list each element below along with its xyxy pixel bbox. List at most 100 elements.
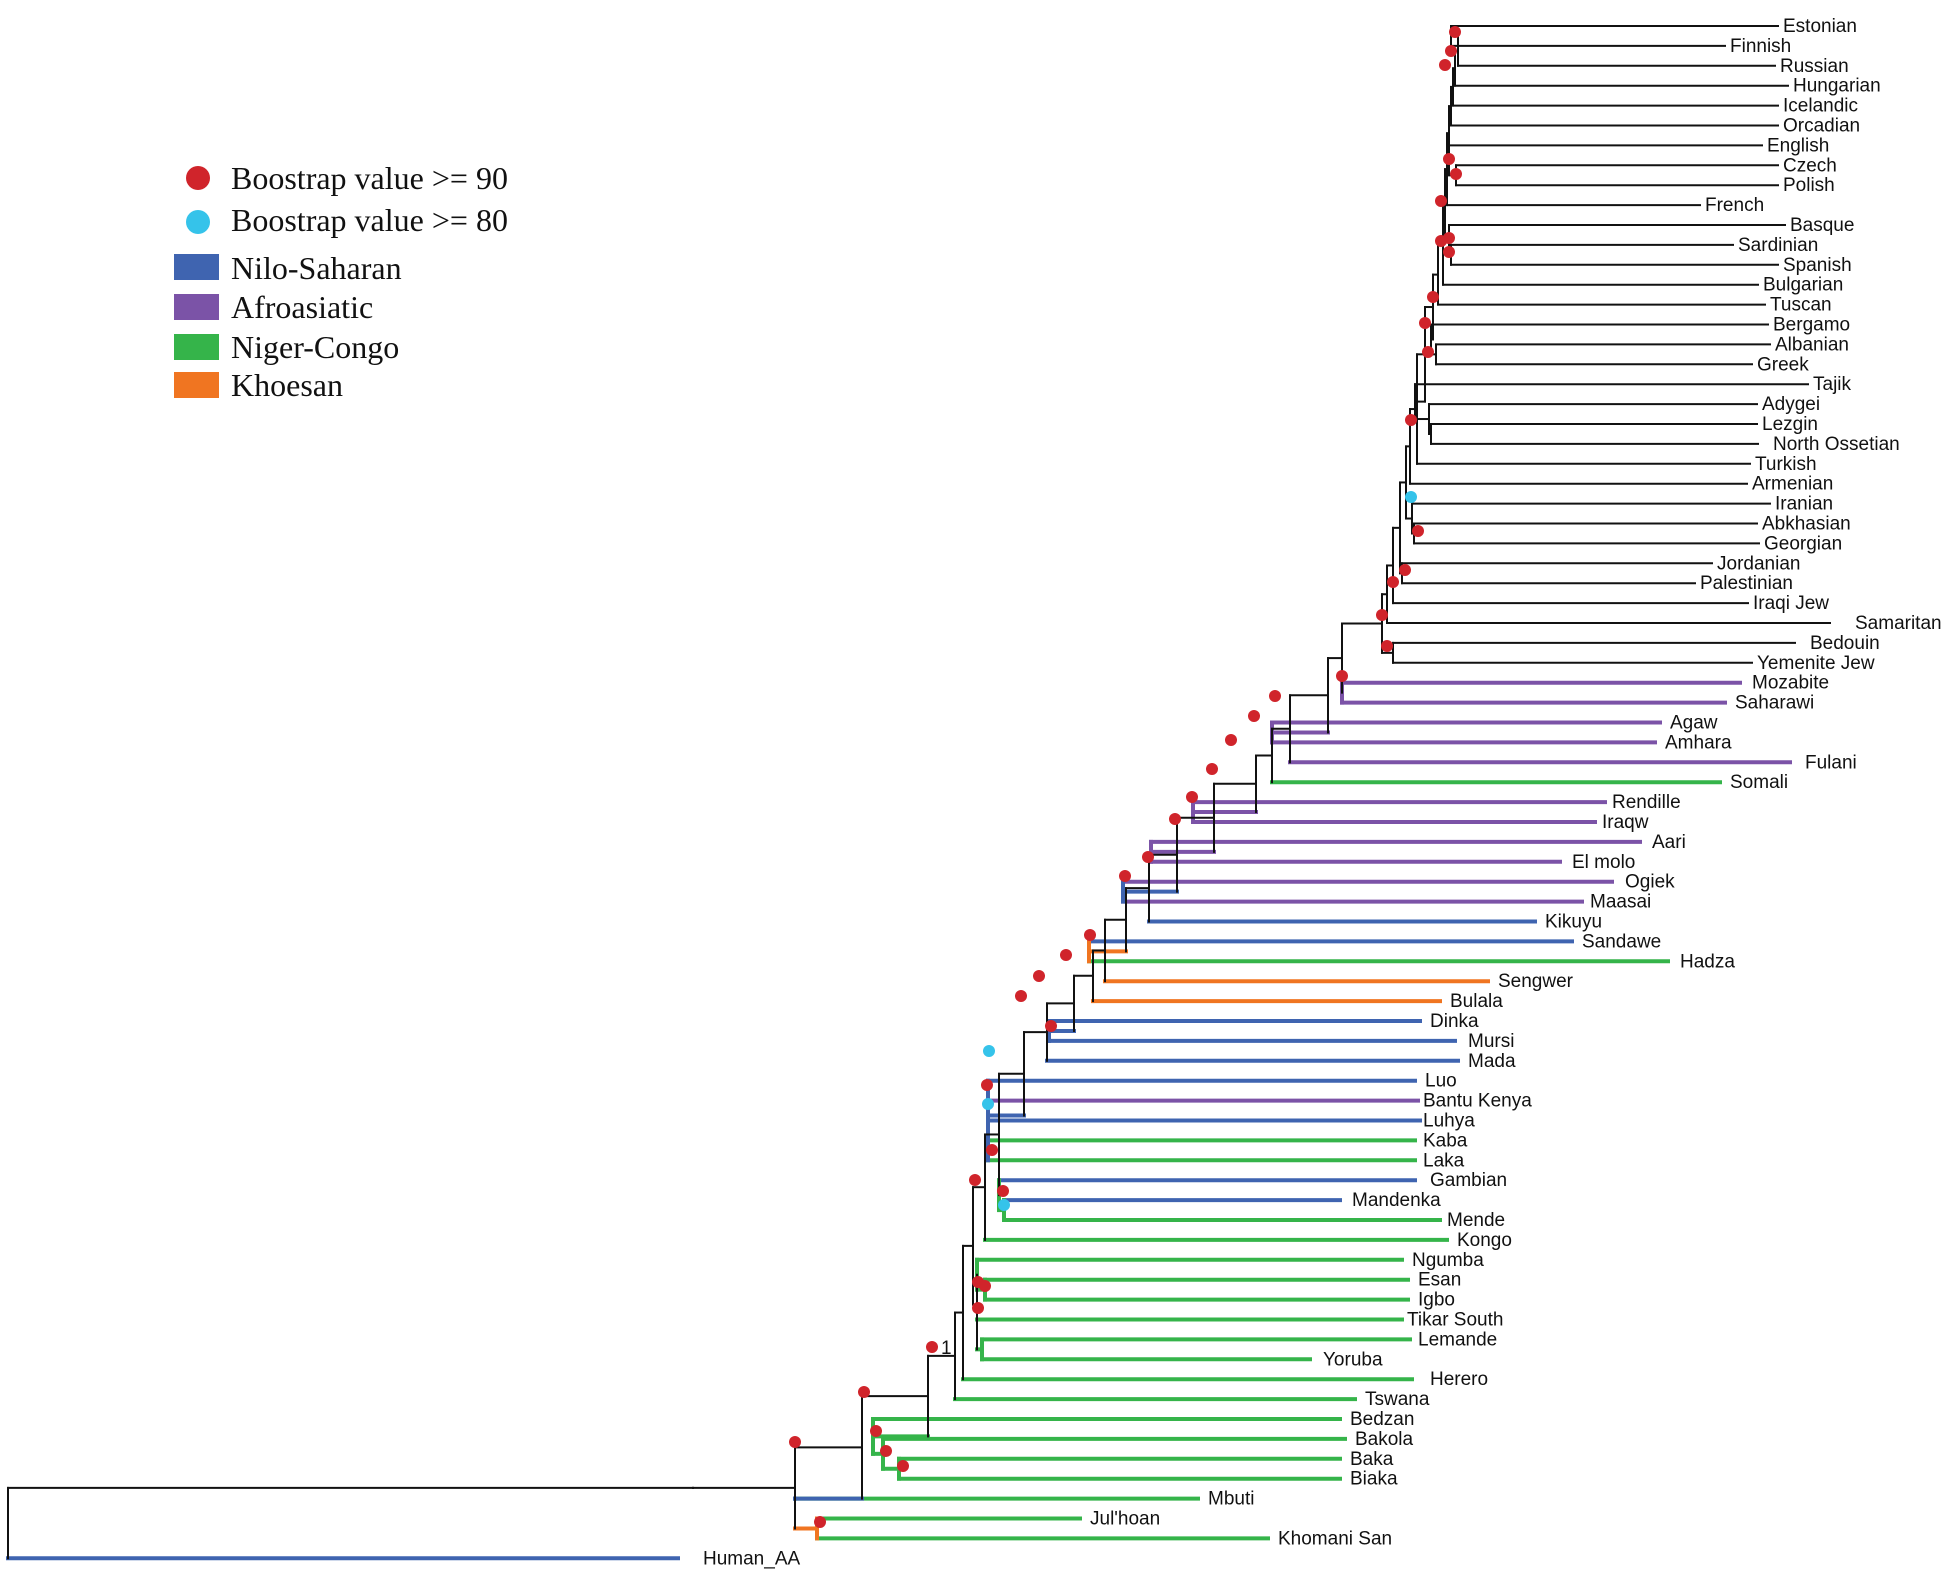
legend-label-khoesan: Khoesan bbox=[231, 367, 343, 403]
bootstrap-90-marker bbox=[1119, 870, 1131, 882]
tree-branches bbox=[6, 25, 1831, 1561]
bootstrap-90-marker bbox=[1439, 59, 1451, 71]
leaf-label: Mandenka bbox=[1352, 1190, 1441, 1211]
leaf-label: Tikar South bbox=[1407, 1310, 1503, 1331]
bootstrap-90-marker bbox=[997, 1185, 1009, 1197]
legend-label-bootstrap-90: Boostrap value >= 90 bbox=[231, 160, 508, 196]
bootstrap-90-marker bbox=[814, 1516, 826, 1528]
leaf-label: Estonian bbox=[1783, 16, 1857, 37]
leaf-label: Mada bbox=[1468, 1051, 1516, 1072]
leaf-label: Saharawi bbox=[1735, 693, 1814, 714]
leaf-label: Rendille bbox=[1612, 792, 1681, 813]
legend-swatch-khoesan bbox=[174, 372, 219, 398]
bootstrap-90-marker bbox=[870, 1425, 882, 1437]
leaf-label: Khomani San bbox=[1278, 1528, 1392, 1549]
leaf-label: Bakola bbox=[1355, 1429, 1414, 1450]
legend: Boostrap value >= 90 Boostrap value >= 8… bbox=[174, 160, 508, 403]
leaf-label: Luo bbox=[1425, 1071, 1457, 1092]
legend-swatch-bootstrap-90 bbox=[186, 166, 210, 190]
leaf-label: Lemande bbox=[1418, 1329, 1497, 1350]
bootstrap-90-marker bbox=[1443, 153, 1455, 165]
leaf-label: Iraqw bbox=[1602, 812, 1649, 833]
bootstrap-90-marker bbox=[1015, 990, 1027, 1002]
node-annotation: 1 bbox=[941, 1338, 952, 1359]
leaf-label: Laka bbox=[1423, 1150, 1465, 1171]
leaf-label: Sardinian bbox=[1738, 235, 1818, 256]
leaf-label: Lezgin bbox=[1762, 414, 1818, 435]
leaf-label: Kongo bbox=[1457, 1230, 1512, 1251]
leaf-label: Baka bbox=[1350, 1449, 1394, 1470]
leaf-label: Iraqi Jew bbox=[1753, 593, 1829, 614]
leaf-label: Ngumba bbox=[1412, 1250, 1484, 1271]
leaf-label: Biaka bbox=[1350, 1469, 1398, 1490]
bootstrap-90-marker bbox=[926, 1341, 938, 1353]
leaf-label: Albanian bbox=[1775, 334, 1849, 355]
leaf-label: Herero bbox=[1430, 1369, 1488, 1390]
bootstrap-90-marker bbox=[1336, 670, 1348, 682]
leaf-label: Esan bbox=[1418, 1270, 1461, 1291]
bootstrap-90-marker bbox=[1435, 195, 1447, 207]
bootstrap-80-marker bbox=[982, 1098, 994, 1110]
bootstrap-90-marker bbox=[1450, 168, 1462, 180]
leaf-label: Iranian bbox=[1775, 494, 1833, 515]
leaf-labels: EstonianFinnishRussianHungarianIcelandic… bbox=[703, 16, 1942, 1569]
leaf-label: Polish bbox=[1783, 175, 1835, 196]
bootstrap-90-marker bbox=[1060, 949, 1072, 961]
bootstrap-90-marker bbox=[1412, 525, 1424, 537]
bootstrap-90-marker bbox=[1435, 235, 1447, 247]
leaf-label: Samaritan bbox=[1855, 613, 1942, 634]
bootstrap-90-marker bbox=[1084, 929, 1096, 941]
leaf-label: Russian bbox=[1780, 56, 1849, 77]
bootstrap-90-marker bbox=[1422, 346, 1434, 358]
bootstrap-90-marker bbox=[969, 1174, 981, 1186]
leaf-label: Bulgarian bbox=[1763, 275, 1843, 296]
leaf-label: Gambian bbox=[1430, 1170, 1507, 1191]
bootstrap-80-marker bbox=[1405, 491, 1417, 503]
bootstrap-90-marker bbox=[789, 1436, 801, 1448]
leaf-label: Bergamo bbox=[1773, 315, 1850, 336]
leaf-label: Human_AA bbox=[703, 1548, 800, 1569]
bootstrap-90-marker bbox=[1269, 690, 1281, 702]
bootstrap-90-marker bbox=[1033, 970, 1045, 982]
leaf-label: Tajik bbox=[1813, 374, 1852, 395]
bootstrap-90-marker bbox=[1206, 763, 1218, 775]
leaf-label: Armenian bbox=[1752, 474, 1833, 495]
bootstrap-90-marker bbox=[1376, 609, 1388, 621]
bootstrap-90-marker bbox=[1443, 246, 1455, 258]
bootstrap-90-marker bbox=[1449, 26, 1461, 38]
legend-swatch-bootstrap-80 bbox=[186, 210, 210, 234]
bootstrap-90-marker bbox=[897, 1460, 909, 1472]
leaf-label: Igbo bbox=[1418, 1290, 1455, 1311]
leaf-label: Somali bbox=[1730, 772, 1788, 793]
bootstrap-90-marker bbox=[1142, 851, 1154, 863]
bootstrap-markers bbox=[789, 26, 1462, 1528]
leaf-label: Mursi bbox=[1468, 1031, 1514, 1052]
bootstrap-90-marker bbox=[979, 1280, 991, 1292]
leaf-label: Bedouin bbox=[1810, 633, 1880, 654]
bootstrap-90-marker bbox=[1405, 414, 1417, 426]
bootstrap-90-marker bbox=[1381, 640, 1393, 652]
bootstrap-90-marker bbox=[1419, 317, 1431, 329]
leaf-label: El molo bbox=[1572, 852, 1635, 873]
legend-label-afroasiatic: Afroasiatic bbox=[231, 289, 373, 325]
bootstrap-90-marker bbox=[1248, 710, 1260, 722]
leaf-label: English bbox=[1767, 135, 1829, 156]
leaf-label: Jordanian bbox=[1717, 553, 1800, 574]
legend-swatch-afroasiatic bbox=[174, 294, 219, 320]
legend-swatch-niger-congo bbox=[174, 334, 219, 360]
bootstrap-90-marker bbox=[986, 1144, 998, 1156]
leaf-label: Sengwer bbox=[1498, 971, 1574, 992]
leaf-label: Agaw bbox=[1670, 713, 1718, 734]
leaf-label: Aari bbox=[1652, 832, 1686, 853]
legend-label-bootstrap-80: Boostrap value >= 80 bbox=[231, 202, 508, 238]
bootstrap-90-marker bbox=[858, 1386, 870, 1398]
leaf-label: Sandawe bbox=[1582, 931, 1661, 952]
bootstrap-80-marker bbox=[998, 1199, 1010, 1211]
bootstrap-90-marker bbox=[880, 1445, 892, 1457]
leaf-label: Turkish bbox=[1755, 454, 1817, 475]
leaf-label: Tswana bbox=[1365, 1389, 1430, 1410]
leaf-label: Kikuyu bbox=[1545, 912, 1602, 933]
leaf-label: Yoruba bbox=[1323, 1349, 1383, 1370]
bootstrap-90-marker bbox=[1045, 1020, 1057, 1032]
